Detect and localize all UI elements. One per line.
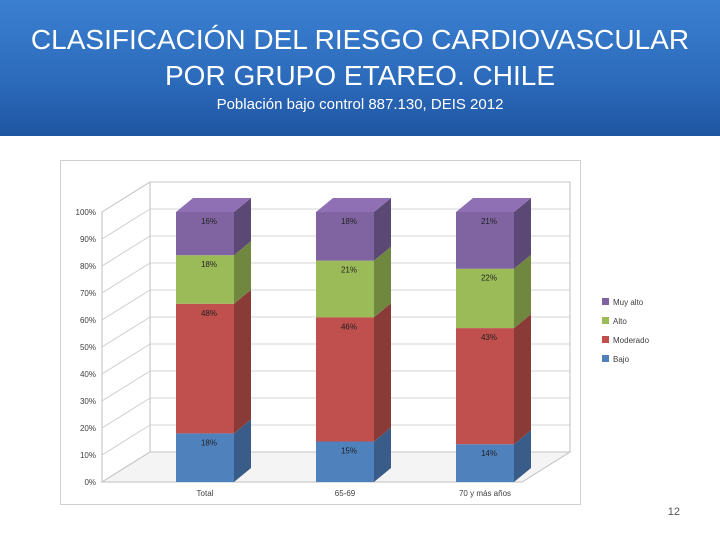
- y-tick-label: 10%: [80, 451, 96, 460]
- data-label: 14%: [481, 449, 497, 458]
- gridline: [101, 289, 570, 321]
- y-tick-label: 30%: [80, 397, 96, 406]
- bar-alto-2: [456, 268, 514, 329]
- data-label: 18%: [341, 217, 357, 226]
- legend-label: Alto: [613, 317, 627, 326]
- data-label: 46%: [341, 322, 357, 331]
- bar-muy-alto-1: [316, 212, 374, 261]
- bar-moderado-1-side: [374, 303, 391, 442]
- bar-bajo-0: [176, 433, 234, 482]
- chart-frame: [60, 160, 581, 505]
- bar-alto-2-side: [514, 254, 531, 329]
- bar-muy-alto-2-side: [514, 198, 531, 269]
- legend-label: Moderado: [613, 336, 650, 345]
- bar-moderado-0: [176, 303, 234, 434]
- data-label: 48%: [201, 309, 217, 318]
- page-title: CLASIFICACIÓN DEL RIESGO CARDIOVASCULAR …: [30, 24, 690, 91]
- bar-moderado-2: [456, 328, 514, 445]
- y-tick-label: 80%: [80, 262, 96, 271]
- bar-alto-0: [176, 255, 234, 304]
- bar-moderado-0-side: [234, 289, 251, 434]
- x-tick-label: 70 y más años: [459, 489, 511, 498]
- data-label: 21%: [481, 217, 497, 226]
- bar-moderado-1: [316, 317, 374, 442]
- gridline: [101, 262, 570, 294]
- gridline: [101, 343, 570, 375]
- legend-swatch: [602, 355, 609, 362]
- data-label: 16%: [201, 217, 217, 226]
- y-tick-label: 70%: [80, 289, 96, 298]
- x-tick-label: 65-69: [335, 489, 356, 498]
- data-label: 22%: [481, 274, 497, 283]
- data-label: 21%: [341, 266, 357, 275]
- data-label: 15%: [341, 447, 357, 456]
- bar-bajo-1: [316, 441, 374, 482]
- bar-muy-alto-0: [176, 212, 234, 256]
- data-label: 18%: [201, 260, 217, 269]
- bar-muy-alto-2-top: [456, 198, 531, 212]
- bar-bajo-0-side: [234, 419, 251, 482]
- bar-muy-alto-0-top: [176, 198, 251, 212]
- bar-muy-alto-1-side: [374, 198, 391, 261]
- bar-alto-1-side: [374, 246, 391, 318]
- legend-swatch: [602, 298, 609, 305]
- x-tick-label: Total: [197, 489, 214, 498]
- bar-bajo-2-side: [514, 430, 531, 482]
- legend-swatch: [602, 336, 609, 343]
- legend-label: Bajo: [613, 355, 630, 364]
- y-tick-label: 90%: [80, 235, 96, 244]
- gridline: [101, 424, 570, 456]
- gridline: [101, 397, 570, 429]
- y-tick-label: 40%: [80, 370, 96, 379]
- gridline: [101, 235, 570, 267]
- y-tick-label: 20%: [80, 424, 96, 433]
- page-subtitle: Población bajo control 887.130, DEIS 201…: [216, 96, 504, 113]
- y-tick-label: 60%: [80, 316, 96, 325]
- title-banner: [0, 0, 720, 136]
- bar-moderado-2-side: [514, 314, 531, 445]
- legend-label: Muy alto: [613, 298, 644, 307]
- gridline: [101, 208, 570, 240]
- gridline: [101, 451, 570, 483]
- data-label: 18%: [201, 438, 217, 447]
- stacked-bar-chart: 0% 10% 20% 30% 40% 50% 60% 70% 80% 90% 100% 18% 48% 1…: [60, 160, 650, 505]
- bar-muy-alto-0-side: [234, 198, 251, 256]
- bar-muy-alto-1-top: [316, 198, 391, 212]
- bar-alto-1: [316, 260, 374, 318]
- slide-number: 12: [667, 506, 680, 518]
- y-tick-label: 100%: [76, 208, 96, 217]
- y-tick-label: 50%: [80, 343, 96, 352]
- gridline: [101, 181, 570, 213]
- bar-bajo-1-side: [374, 427, 391, 482]
- data-label: 43%: [481, 333, 497, 342]
- bar-alto-0-side: [234, 241, 251, 304]
- y-tick-label: 0%: [84, 478, 96, 487]
- bar-muy-alto-2: [456, 212, 514, 269]
- gridline: [101, 316, 570, 348]
- legend-swatch: [602, 317, 609, 324]
- gridline: [101, 370, 570, 402]
- bar-bajo-2: [456, 444, 514, 482]
